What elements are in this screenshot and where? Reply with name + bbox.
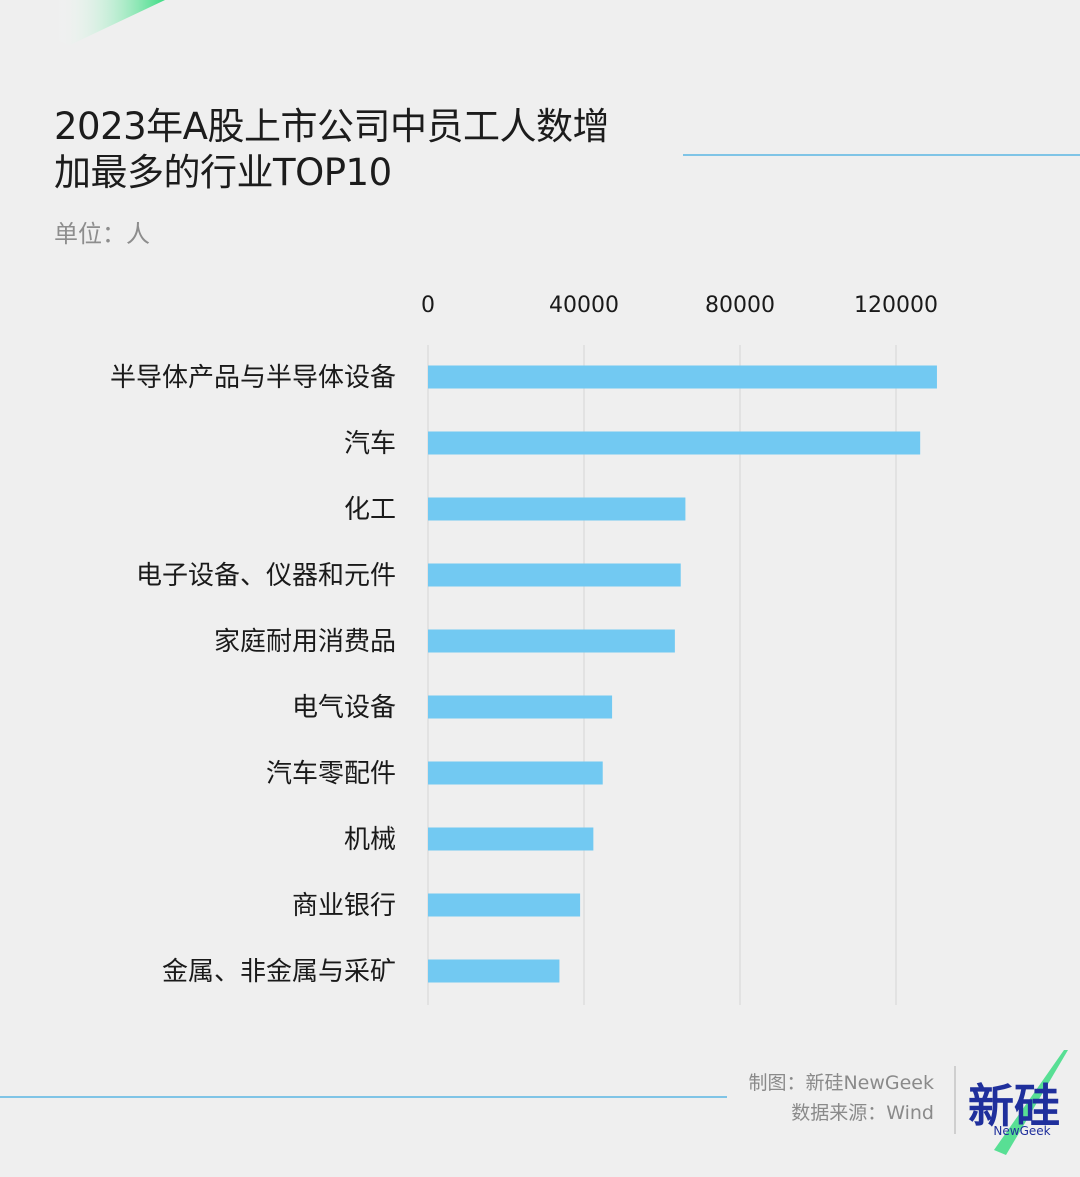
bar xyxy=(428,695,613,719)
title-accent-line xyxy=(683,154,1080,156)
title-line-1: 2023年A股上市公司中员工人数增 xyxy=(54,105,609,148)
category-label: 汽车零配件 xyxy=(266,759,396,789)
x-tick-label: 0 xyxy=(421,293,435,318)
category-label: 化工 xyxy=(344,495,396,525)
credit-divider xyxy=(954,1066,956,1134)
category-label: 半导体产品与半导体设备 xyxy=(110,363,396,393)
bar xyxy=(428,959,560,983)
category-label: 金属、非金属与采矿 xyxy=(162,957,396,987)
title-line-2: 加最多的行业TOP10 xyxy=(54,151,392,194)
bar xyxy=(428,893,581,917)
bar xyxy=(428,827,594,851)
chart-title: 2023年A股上市公司中员工人数增 加最多的行业TOP10 xyxy=(54,104,674,196)
logo-main-text: 新硅 xyxy=(968,1079,1060,1133)
bar xyxy=(428,629,675,653)
credit-made-by: 制图：新硅NewGeek xyxy=(748,1072,934,1094)
credits: 制图：新硅NewGeek 数据来源：Wind xyxy=(748,1068,934,1128)
x-tick-label: 80000 xyxy=(705,293,775,318)
category-label: 商业银行 xyxy=(292,891,396,921)
bar xyxy=(428,365,937,389)
category-label: 电子设备、仪器和元件 xyxy=(136,561,396,591)
category-label: 机械 xyxy=(344,825,396,855)
x-tick-label: 120000 xyxy=(854,293,938,318)
category-label: 家庭耐用消费品 xyxy=(214,627,396,657)
bar xyxy=(428,431,921,455)
bar-chart: 0 40000 80000 120000 半导体产品与半导体设备汽车化工电子设备、仪器和… xyxy=(110,293,938,1005)
bar xyxy=(428,497,686,521)
category-label: 汽车 xyxy=(344,429,396,459)
credit-source: 数据来源：Wind xyxy=(791,1102,934,1124)
bar xyxy=(428,761,603,785)
category-label: 电气设备 xyxy=(292,693,396,723)
x-tick-label: 40000 xyxy=(549,293,619,318)
bar xyxy=(428,563,681,587)
newgeek-logo: 新硅 NewGeek xyxy=(968,1050,1068,1155)
footer-accent-line xyxy=(0,1096,727,1098)
unit-label: 单位：人 xyxy=(54,220,150,248)
logo-sub-text: NewGeek xyxy=(993,1124,1050,1138)
corner-decoration xyxy=(55,0,165,45)
